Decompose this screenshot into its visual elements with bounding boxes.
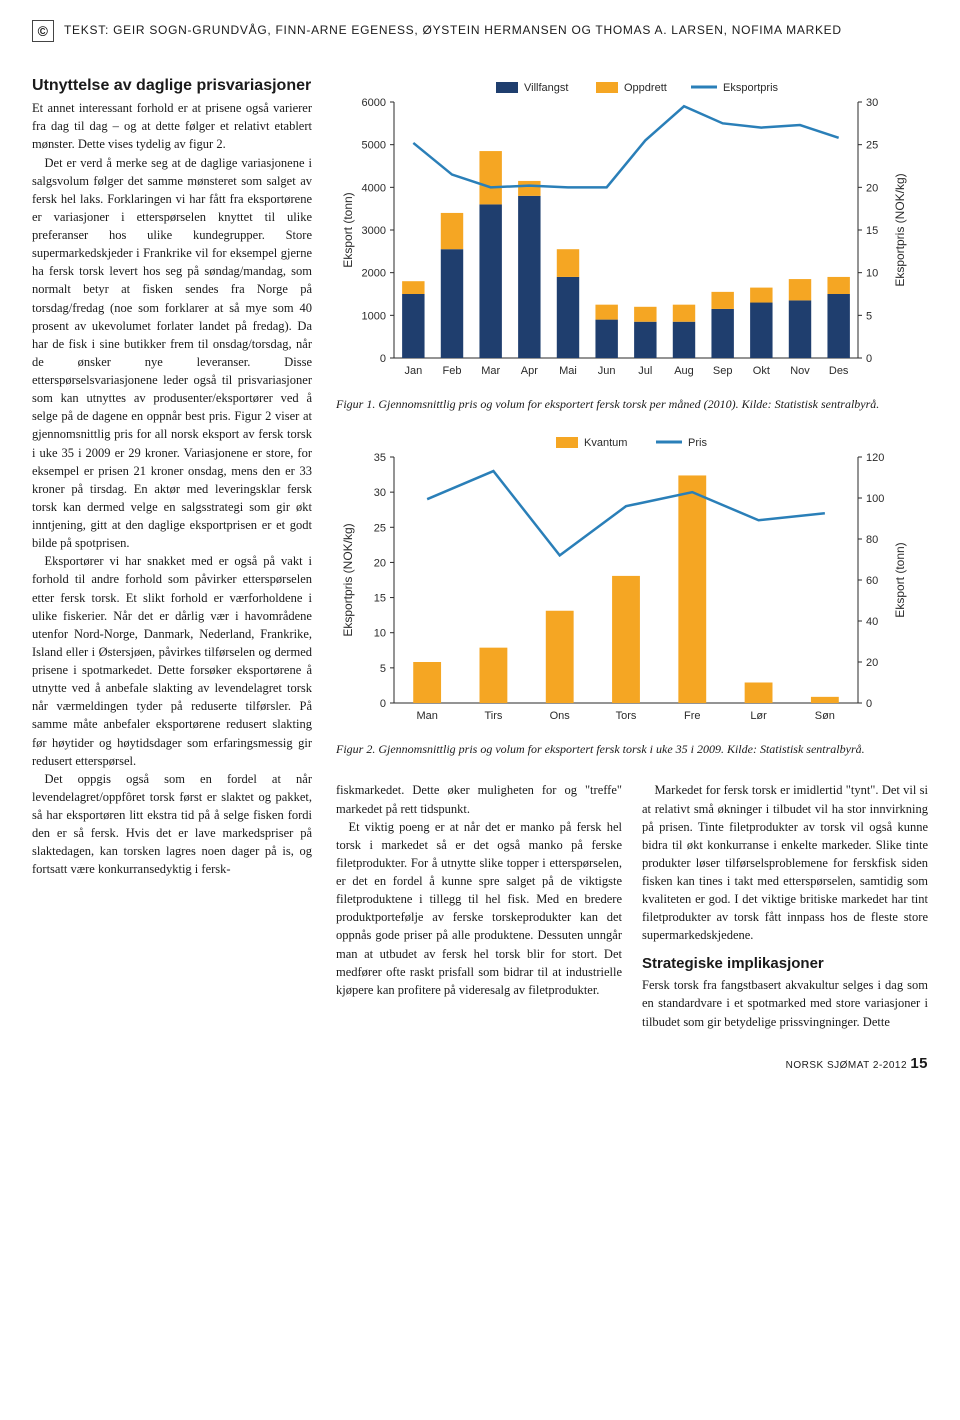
svg-text:Lør: Lør (750, 710, 767, 722)
svg-text:120: 120 (866, 452, 884, 464)
copyright-icon: © (32, 20, 54, 42)
svg-text:Eksport (tonn): Eksport (tonn) (893, 542, 907, 617)
cont-p1: fiskmarkedet. Dette øker muligheten for … (336, 781, 622, 817)
svg-text:Eksport (tonn): Eksport (tonn) (341, 192, 355, 267)
svg-text:Fre: Fre (684, 710, 701, 722)
svg-text:Ons: Ons (550, 710, 571, 722)
svg-text:Aug: Aug (674, 365, 694, 377)
chart-1-svg: Villfangst Oppdrett Eksportpris 0 1000 2000 30… (336, 76, 916, 386)
svg-text:Jul: Jul (638, 365, 652, 377)
svg-text:20: 20 (374, 557, 386, 569)
svg-text:Eksportpris (NOK/kg): Eksportpris (NOK/kg) (341, 523, 355, 636)
svg-text:5: 5 (866, 310, 872, 322)
svg-text:Okt: Okt (753, 365, 770, 377)
page-footer: NORSK SJØMAT 2-2012 15 (32, 1053, 928, 1075)
svg-text:Kvantum: Kvantum (584, 437, 627, 449)
svg-text:3000: 3000 (362, 225, 386, 237)
svg-text:Pris: Pris (688, 437, 707, 449)
svg-text:Eksportpris (NOK/kg): Eksportpris (NOK/kg) (893, 173, 907, 286)
svg-text:15: 15 (374, 592, 386, 604)
svg-text:0: 0 (866, 353, 872, 365)
svg-text:Søn: Søn (815, 710, 835, 722)
svg-text:0: 0 (866, 698, 872, 710)
svg-text:6000: 6000 (362, 97, 386, 109)
chart-2-svg: Kvantum Pris 0 5 10 15 20 25 30 35 0 20 40 60 80 100 120… (336, 431, 916, 731)
article-paragraph: Et annet interessant forhold er at prise… (32, 99, 312, 153)
svg-text:4000: 4000 (362, 182, 386, 194)
section-heading: Utnyttelse av daglige prisvariasjoner (32, 76, 312, 95)
svg-text:Sep: Sep (713, 365, 733, 377)
figure-1-caption: Figur 1. Gjennomsnittlig pris og volum f… (336, 397, 928, 413)
svg-text:15: 15 (866, 225, 878, 237)
svg-text:Mar: Mar (481, 365, 500, 377)
svg-text:10: 10 (374, 627, 386, 639)
svg-text:2000: 2000 (362, 268, 386, 280)
cont-p2: Et viktig poeng er at når det er manko p… (336, 818, 622, 999)
figure-2: Kvantum Pris 0 5 10 15 20 25 30 35 0 20 40 60 80 100 120… (336, 431, 928, 758)
cont-heading: Strategiske implikasjoner (642, 953, 928, 975)
magazine-id: NORSK SJØMAT 2-2012 (786, 1060, 907, 1071)
byline-prefix: TEKST: (64, 23, 109, 37)
svg-text:Eksportpris: Eksportpris (723, 82, 779, 94)
svg-text:Jun: Jun (598, 365, 616, 377)
svg-text:Nov: Nov (790, 365, 810, 377)
svg-text:Tors: Tors (616, 710, 637, 722)
page-number: 15 (910, 1055, 928, 1072)
figure-1: Villfangst Oppdrett Eksportpris 0 1000 2000 30… (336, 76, 928, 413)
svg-text:80: 80 (866, 534, 878, 546)
continuation-columns: fiskmarkedet. Dette øker muligheten for … (336, 781, 928, 1030)
cont-p4: Fersk torsk fra fangstbasert akvakultur … (642, 976, 928, 1030)
article-paragraph: Det oppgis også som en fordel at når lev… (32, 770, 312, 879)
svg-text:Tirs: Tirs (484, 710, 502, 722)
svg-text:25: 25 (866, 140, 878, 152)
svg-text:10: 10 (866, 268, 878, 280)
byline-authors: GEIR SOGN-GRUNDVÅG, FINN-ARNE EGENESS, Ø… (113, 23, 842, 37)
svg-text:100: 100 (866, 493, 884, 505)
svg-text:35: 35 (374, 452, 386, 464)
svg-text:Apr: Apr (521, 365, 538, 377)
svg-text:60: 60 (866, 575, 878, 587)
svg-text:30: 30 (374, 487, 386, 499)
cont-p3: Markedet for fersk torsk er imidlertid "… (642, 781, 928, 944)
article-body: Et annet interessant forhold er at prise… (32, 99, 312, 878)
svg-text:25: 25 (374, 522, 386, 534)
svg-text:Man: Man (416, 710, 437, 722)
svg-text:20: 20 (866, 657, 878, 669)
svg-text:30: 30 (866, 97, 878, 109)
article-paragraph: Det er verd å merke seg at de daglige va… (32, 154, 312, 553)
article-paragraph: Eksportører vi har snakket med er også p… (32, 552, 312, 770)
svg-text:40: 40 (866, 616, 878, 628)
svg-text:Oppdrett: Oppdrett (624, 82, 667, 94)
svg-text:5000: 5000 (362, 140, 386, 152)
svg-text:Feb: Feb (443, 365, 462, 377)
copyright-symbol: © (38, 21, 49, 41)
svg-text:5: 5 (380, 663, 386, 675)
figure-2-caption: Figur 2. Gjennomsnittlig pris og volum f… (336, 742, 928, 758)
svg-text:Des: Des (829, 365, 849, 377)
svg-text:0: 0 (380, 353, 386, 365)
byline-text: TEKST: GEIR SOGN-GRUNDVÅG, FINN-ARNE EGE… (64, 22, 842, 39)
right-column: VillfangstOppdrettEksportpris01000200030… (336, 76, 928, 1031)
article-left-column: Utnyttelse av daglige prisvariasjoner Et… (32, 76, 312, 1031)
svg-text:Villfangst: Villfangst (524, 82, 568, 94)
svg-text:Mai: Mai (559, 365, 577, 377)
svg-text:0: 0 (380, 698, 386, 710)
byline: © TEKST: GEIR SOGN-GRUNDVÅG, FINN-ARNE E… (32, 20, 928, 42)
svg-text:20: 20 (866, 182, 878, 194)
svg-text:Jan: Jan (404, 365, 422, 377)
svg-text:1000: 1000 (362, 310, 386, 322)
